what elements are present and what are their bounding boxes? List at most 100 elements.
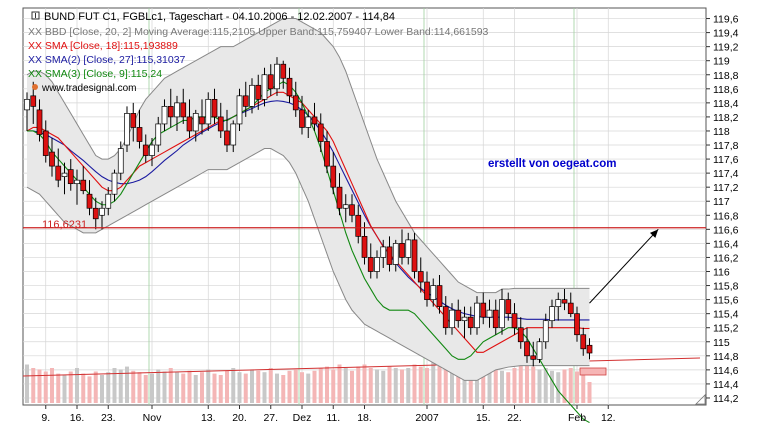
y-tick-label: 115 bbox=[713, 337, 730, 349]
candle-body bbox=[374, 257, 380, 272]
volume-bar bbox=[93, 371, 98, 403]
candle-body bbox=[324, 141, 330, 167]
volume-bar bbox=[568, 368, 573, 403]
volume-bar bbox=[300, 372, 304, 403]
y-axis: 119,6 119,4 119,2 119 118,8 118,6 118,4 118,2 11… bbox=[706, 14, 739, 405]
volume-bar bbox=[68, 371, 73, 403]
candle bbox=[174, 95, 180, 131]
legend-bbd: XX BBD [Close, 20, 2] Moving Average:115… bbox=[28, 26, 489, 38]
y-tick-label: 117,2 bbox=[713, 182, 739, 194]
volume-bar bbox=[125, 366, 129, 403]
legend-box-icon bbox=[31, 11, 40, 20]
volume-bar bbox=[100, 375, 104, 403]
candle-body bbox=[80, 179, 87, 192]
volume-bar bbox=[406, 368, 411, 403]
candle-body bbox=[261, 74, 268, 100]
volume-bar bbox=[87, 376, 92, 403]
candle bbox=[280, 60, 287, 89]
x-tick-label: 11. bbox=[326, 412, 340, 424]
candle-body bbox=[192, 113, 199, 132]
candle bbox=[274, 57, 280, 96]
x-tick-label: 23. bbox=[101, 412, 116, 424]
candle bbox=[349, 194, 355, 223]
candle-body bbox=[492, 309, 499, 329]
candle bbox=[555, 292, 562, 321]
lower-band-line bbox=[26, 148, 590, 381]
candle bbox=[155, 116, 162, 153]
candle bbox=[380, 239, 387, 268]
volume-bar bbox=[306, 373, 311, 403]
volume-bars bbox=[22, 357, 701, 403]
x-tick-label: 13. bbox=[201, 412, 216, 424]
candle bbox=[405, 232, 412, 265]
candle bbox=[367, 243, 374, 279]
candle-body bbox=[130, 113, 137, 128]
candle bbox=[111, 169, 118, 202]
candle-body bbox=[405, 239, 412, 258]
legend-sma18: XX SMA [Close, 18]:115,193889 bbox=[28, 40, 178, 52]
x-tick-label: Dez bbox=[293, 412, 312, 424]
candle bbox=[467, 306, 474, 335]
candle bbox=[142, 134, 149, 163]
candle bbox=[511, 303, 518, 335]
candle bbox=[167, 88, 174, 128]
y-tick-label: 118 bbox=[713, 126, 730, 138]
candle bbox=[536, 338, 543, 363]
candle-body bbox=[74, 179, 80, 185]
candle bbox=[24, 92, 30, 131]
volume-bar bbox=[262, 372, 267, 403]
candle bbox=[92, 197, 99, 230]
volume-bar bbox=[225, 370, 229, 403]
candle bbox=[586, 338, 593, 360]
volume-bar bbox=[156, 369, 161, 403]
candle-body bbox=[267, 74, 274, 90]
candle bbox=[224, 109, 230, 153]
candle bbox=[124, 106, 130, 153]
candle bbox=[517, 317, 524, 349]
candle-body bbox=[561, 299, 568, 304]
candle-body bbox=[280, 63, 287, 79]
volume-bar bbox=[493, 368, 498, 403]
volume-bar bbox=[468, 368, 473, 403]
candle-body bbox=[30, 95, 37, 107]
candle-body bbox=[299, 109, 305, 128]
volume-bar bbox=[25, 364, 29, 403]
resize-corner-icon bbox=[695, 394, 706, 405]
candle bbox=[336, 173, 343, 216]
volume-bar bbox=[293, 369, 298, 403]
volume-bar bbox=[106, 372, 111, 403]
y-tick-label: 117,4 bbox=[713, 168, 739, 180]
candle-body bbox=[430, 285, 437, 300]
candle bbox=[474, 296, 480, 335]
candle-body bbox=[361, 236, 368, 258]
forecast-arrow-line bbox=[589, 228, 659, 304]
candle-body bbox=[55, 165, 62, 181]
candle-body bbox=[555, 299, 562, 307]
y-tick-label: 114,2 bbox=[713, 393, 739, 405]
candle bbox=[524, 327, 530, 363]
candle-body bbox=[136, 127, 143, 142]
volume-bar bbox=[581, 373, 586, 403]
volume-bar bbox=[543, 368, 548, 403]
volume-bar bbox=[393, 368, 398, 403]
candle bbox=[230, 120, 237, 153]
candle bbox=[311, 102, 318, 131]
y-tick-label: 116 bbox=[713, 266, 730, 278]
y-tick-label: 116,8 bbox=[713, 210, 739, 222]
candle-body bbox=[386, 246, 393, 265]
volume-bar bbox=[531, 366, 536, 403]
volume-bar bbox=[231, 368, 236, 403]
volume-bar bbox=[31, 368, 36, 403]
volume-bar bbox=[587, 382, 592, 403]
candle bbox=[161, 99, 168, 131]
candle-body bbox=[92, 207, 99, 220]
x-tick-label: 20. bbox=[232, 412, 247, 424]
watermark: www.tradesignal.com bbox=[41, 83, 136, 94]
volume-bar bbox=[356, 366, 361, 403]
volume-bar bbox=[168, 368, 173, 403]
candle bbox=[392, 239, 399, 272]
x-tick-label: 18. bbox=[357, 412, 372, 424]
candle-body bbox=[217, 116, 224, 132]
candle-body bbox=[567, 302, 574, 315]
candle-body bbox=[449, 309, 455, 329]
